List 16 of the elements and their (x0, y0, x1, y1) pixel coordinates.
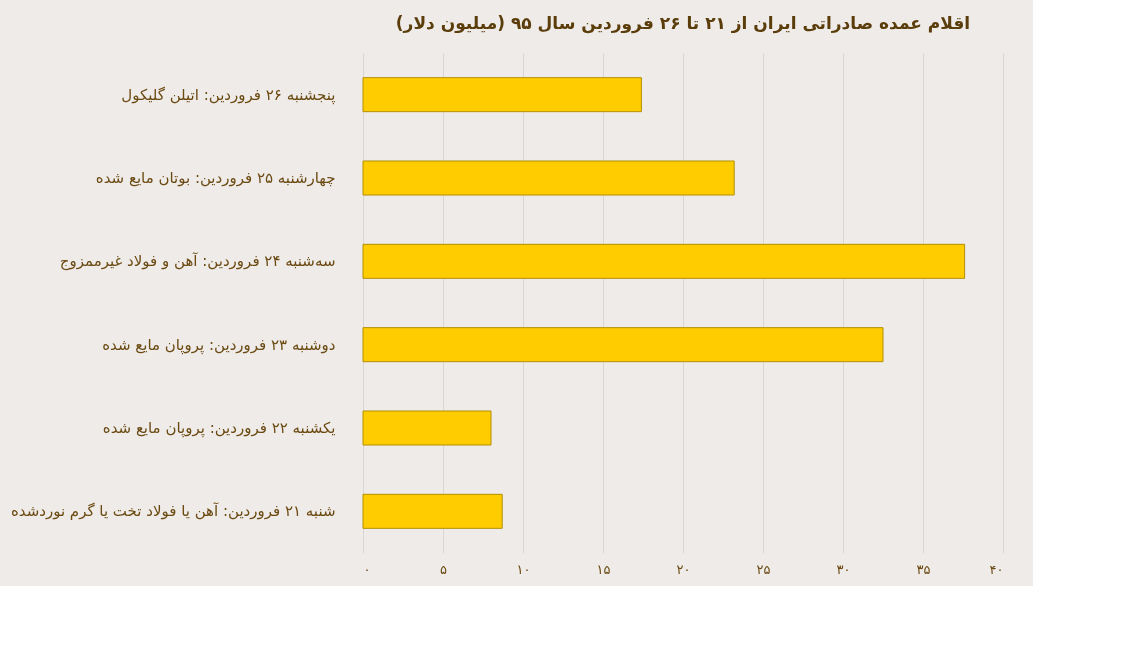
x-tick-label: ۱۵ (596, 561, 611, 577)
x-tick-label: ۴۰ (989, 561, 1004, 577)
x-tick-label: ۲۰ (676, 561, 691, 577)
x-tick-label: ۱۰ (516, 561, 531, 577)
x-tick-label: ۲۵ (756, 561, 771, 577)
x-tick-label: ۳۰ (836, 561, 851, 577)
y-tick-label: شنبه ۲۱ فروردین: آهن یا فولاد تخت یا گرم نوردشده (10, 502, 336, 521)
x-tick-label: ۳۵ (916, 561, 931, 577)
chart-title: اقلام عمده صادراتی ایران از ۲۱ تا ۲۶ فروردین سال ۹۵ (میلیون دلار) (395, 13, 971, 34)
y-tick-label: دوشنبه ۲۳ فروردین: پروپان مایع شده (102, 335, 336, 355)
x-tick-label: ۵ (440, 561, 448, 577)
y-tick-label: پنجشنبه ۲۶ فروردین: اتیلن گلیکول (121, 85, 336, 105)
y-tick-label: سه‌شنبه ۲۴ فروردین: آهن و فولاد غیرممزوج (59, 252, 336, 272)
x-tick-label: ۰ (363, 561, 371, 577)
y-tick-label: یکشنبه ۲۲ فروردین: پروپان مایع شده (102, 419, 336, 438)
y-tick-label: چهارشنبه ۲۵ فروردین: بوتان مایع شده (95, 169, 336, 187)
